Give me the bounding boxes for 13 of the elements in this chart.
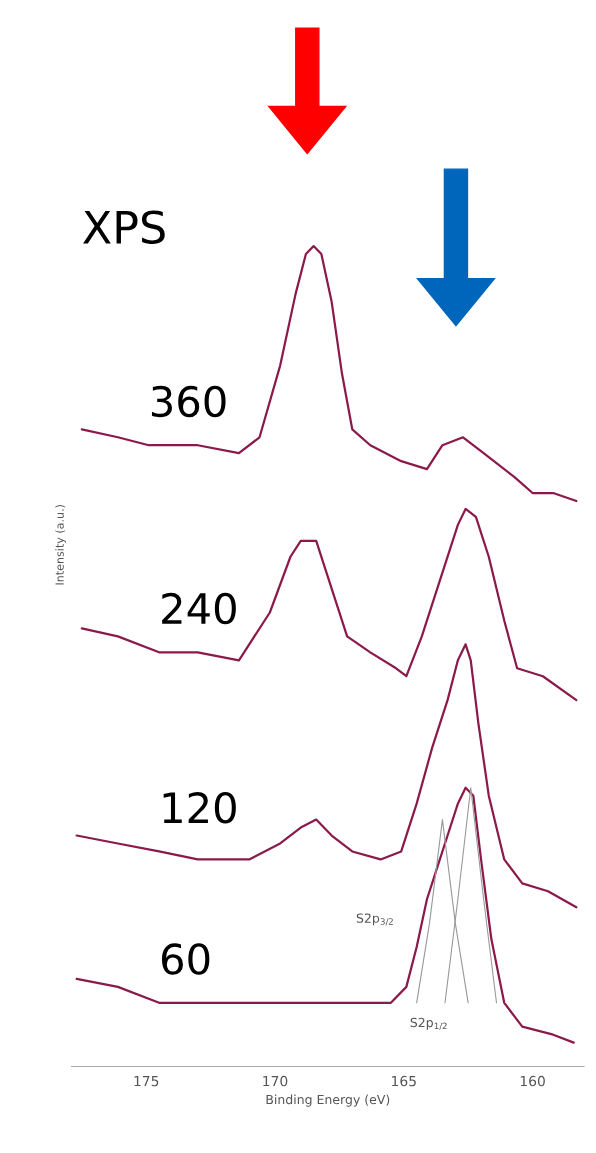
series-label: 240: [162, 592, 236, 625]
y-axis-title: Intensity (a.u.): [55, 505, 66, 585]
annotation: S2p$_{3/2}$: [356, 913, 393, 926]
annotation: S2p$_{1/2}$: [410, 1017, 447, 1030]
series-label: 360: [151, 385, 226, 418]
x-tick-label: 175: [134, 1075, 159, 1087]
x-tick-label: 170: [263, 1075, 288, 1087]
series-label: 120: [163, 791, 236, 824]
x-axis-title: Binding Energy (eV): [266, 1094, 390, 1107]
x-tick-label: 165: [392, 1075, 416, 1087]
text: XPS: [83, 210, 165, 245]
x-tick-label: 160: [520, 1075, 545, 1087]
series-label: 60: [162, 943, 210, 975]
